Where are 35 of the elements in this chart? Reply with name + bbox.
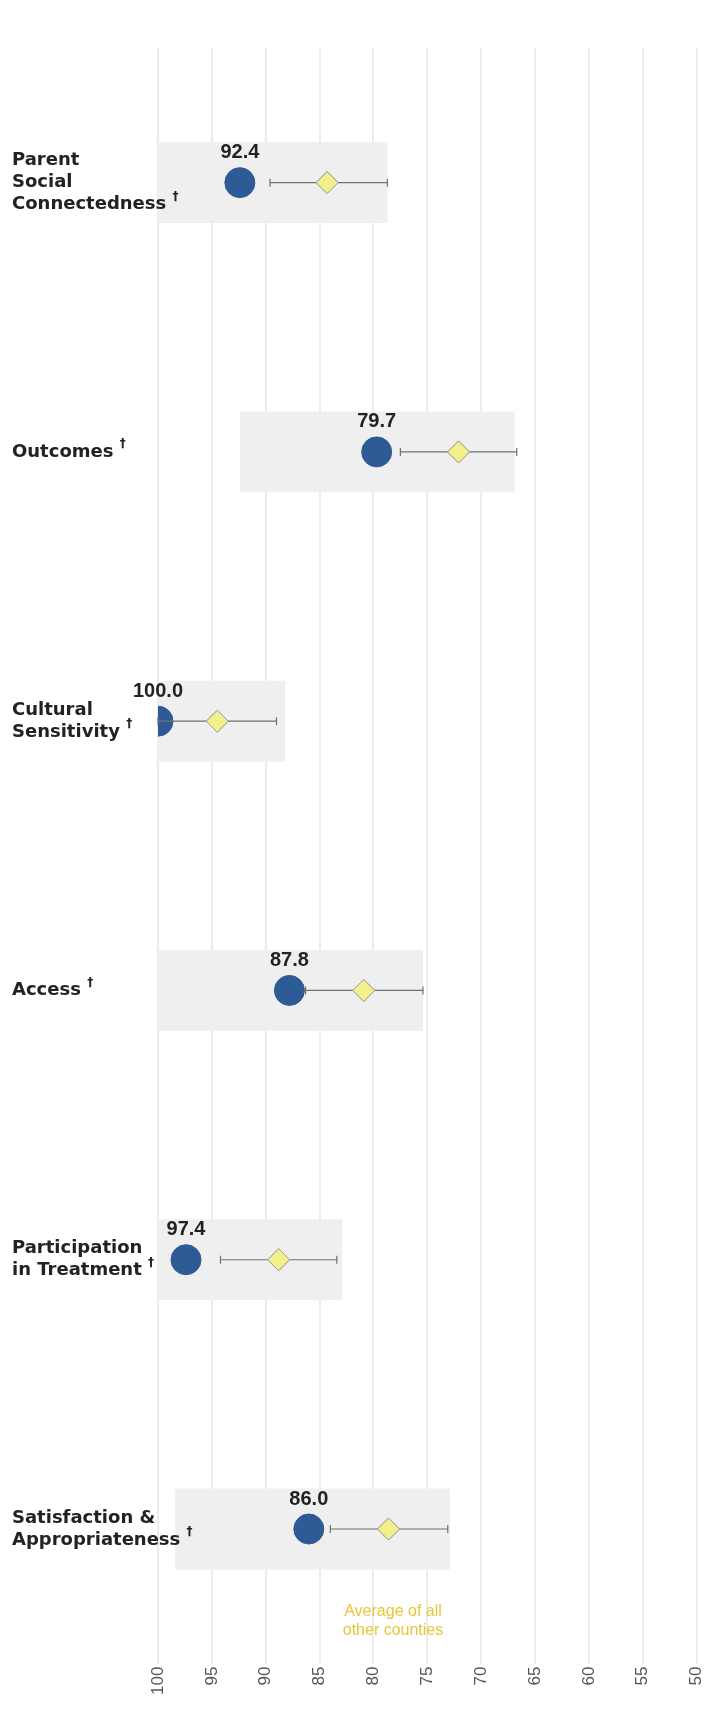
x-tick-label: 95 <box>201 1666 221 1686</box>
point <box>273 974 305 1006</box>
data-label: 87.8 <box>269 947 309 970</box>
x-tick-label: 55 <box>632 1666 652 1686</box>
point <box>267 1248 291 1272</box>
x-tick-label: 75 <box>416 1666 436 1686</box>
y-tick-label: Satisfaction & Appropriateness † <box>12 1505 193 1549</box>
data-label: 86.0 <box>289 1486 329 1509</box>
point <box>315 171 339 195</box>
data-label: 92.4 <box>220 140 261 163</box>
data-label: 97.4 <box>166 1217 207 1240</box>
x-tick-label: 85 <box>309 1666 329 1686</box>
point <box>205 709 229 733</box>
x-tick-label: 65 <box>524 1666 544 1686</box>
y-tick-label: Access † <box>12 974 94 1000</box>
data-label: 100.0 <box>132 678 184 701</box>
y-tick-label: Participation in Treatment † <box>12 1236 155 1280</box>
point <box>352 978 376 1002</box>
y-tick-label: Parent Social Connectedness † <box>12 148 179 214</box>
point <box>361 436 393 468</box>
x-tick-label: 90 <box>255 1666 275 1686</box>
x-tick-label: 70 <box>470 1666 490 1686</box>
x-tick-label: 60 <box>578 1666 598 1686</box>
x-tick-label: 80 <box>363 1666 383 1686</box>
point <box>447 440 471 464</box>
point <box>170 1244 202 1276</box>
x-tick-label: 100 <box>147 1666 167 1696</box>
x-tick-label: 50 <box>686 1666 706 1686</box>
data-label: 79.7 <box>357 409 397 432</box>
y-tick-label: Cultural Sensitivity † <box>12 697 133 741</box>
annotation: Average of all other counties <box>342 1602 444 1639</box>
point <box>224 167 256 199</box>
point <box>377 1517 401 1541</box>
y-tick-label: Outcomes † <box>12 436 126 461</box>
point <box>293 1513 325 1545</box>
